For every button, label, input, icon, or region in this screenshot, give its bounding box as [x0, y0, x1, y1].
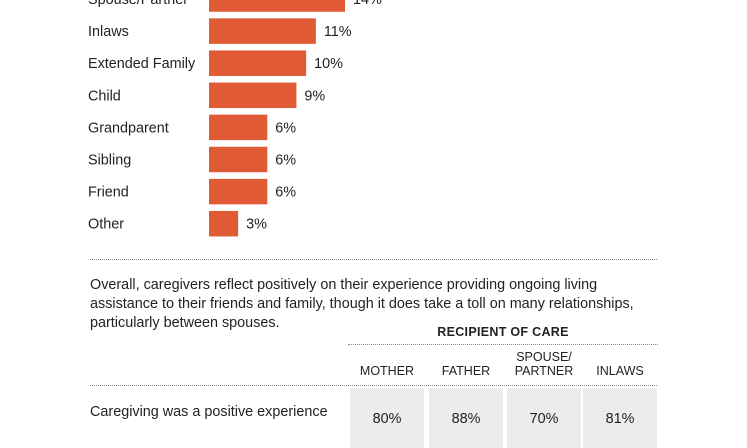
value-label-child: 9%: [304, 88, 325, 104]
category-label-child: Child: [88, 88, 121, 104]
bar-child: [209, 82, 297, 109]
cell-mother: 80%: [350, 388, 424, 448]
value-label-friend: 6%: [275, 185, 296, 201]
value-label-spouse-partner: 14%: [353, 0, 382, 8]
bar-spouse-partner: [209, 0, 345, 12]
bar-extended-family: [209, 50, 307, 76]
bar-grandparent: [209, 114, 268, 141]
header-divider: [348, 344, 658, 345]
table-divider: [90, 385, 657, 386]
recipient-table: RECIPIENT OF CARE MOTHER FATHER SPOUSE/ …: [90, 325, 658, 448]
value-label-inlaws: 11%: [324, 24, 352, 40]
bar-other: [209, 210, 239, 237]
category-label-inlaws: Inlaws: [88, 24, 129, 40]
intro-paragraph: Overall, caregivers reflect positively o…: [90, 277, 634, 331]
category-label-other: Other: [88, 217, 124, 233]
bar-inlaws: [209, 18, 316, 44]
column-header-spouse-partner: SPOUSE/ PARTNER: [514, 350, 574, 378]
column-header-mother: MOTHER: [359, 364, 415, 378]
value-label-other: 3%: [246, 217, 267, 233]
value-label-sibling: 6%: [275, 153, 296, 169]
column-header-inlaws: INLAWS: [596, 364, 644, 378]
cell-inlaws: 81%: [583, 388, 657, 448]
row-label-positive-experience: Caregiving was a positive experience: [90, 404, 328, 420]
bar-chart: Spouse/Partner 14% Inlaws 11% Extended Famil…: [88, 0, 382, 237]
value-label-grandparent: 6%: [275, 120, 296, 136]
bar-sibling: [209, 146, 268, 173]
cell-father: 88%: [429, 388, 503, 448]
column-header-father: FATHER: [441, 364, 491, 378]
section-divider: [90, 259, 657, 260]
category-label-spouse-partner: Spouse/Partner: [88, 0, 188, 8]
category-label-friend: Friend: [88, 185, 129, 201]
category-label-sibling: Sibling: [88, 153, 131, 169]
category-label-grandparent: Grandparent: [88, 120, 169, 136]
value-label-extended-family: 10%: [314, 56, 343, 72]
bar-friend: [209, 178, 268, 205]
recipient-header: RECIPIENT OF CARE: [437, 325, 569, 339]
category-label-extended-family: Extended Family: [88, 56, 196, 72]
cell-spouse-partner: 70%: [507, 388, 581, 448]
